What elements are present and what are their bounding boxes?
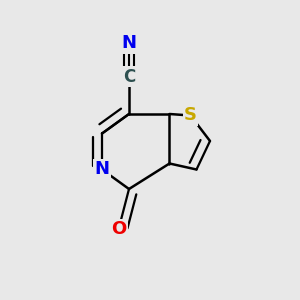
- Text: N: N: [122, 34, 136, 52]
- Text: S: S: [184, 106, 197, 124]
- Text: N: N: [94, 160, 110, 178]
- Text: C: C: [123, 68, 135, 85]
- Text: O: O: [111, 220, 126, 238]
